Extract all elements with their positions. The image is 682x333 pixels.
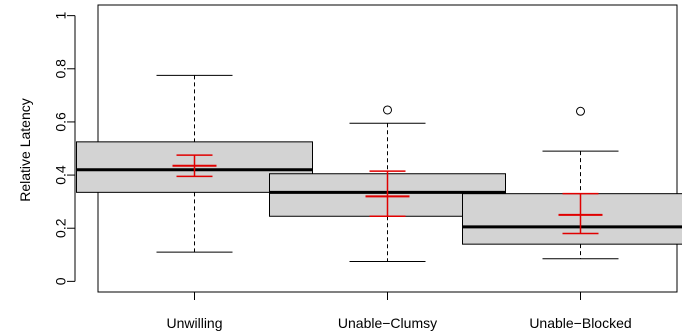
x-axis-labels: Unwilling Unable−Clumsy Unable−Blocked [166, 292, 632, 331]
y-tick-label: 1 [53, 12, 69, 20]
y-tick-label: 0.8 [53, 59, 69, 79]
box-group [462, 106, 682, 260]
y-axis-title: Relative Latency [17, 98, 33, 202]
y-tick-label: 0.6 [53, 112, 69, 132]
y-tick-label: 0 [53, 277, 69, 285]
iqr-box [462, 193, 682, 245]
y-tick-label: 0.2 [53, 218, 69, 238]
y-tick-label: 0.4 [53, 165, 69, 185]
outlier-point [383, 105, 392, 115]
box-group [76, 74, 313, 253]
x-tick-label: Unwilling [166, 315, 222, 331]
x-tick-label: Unable−Blocked [529, 315, 631, 331]
y-axis: 0 0.2 0.4 0.6 0.8 1 [53, 12, 76, 285]
boxes [76, 74, 682, 262]
x-tick-label: Unable−Clumsy [338, 315, 437, 331]
outlier-point [576, 106, 585, 116]
